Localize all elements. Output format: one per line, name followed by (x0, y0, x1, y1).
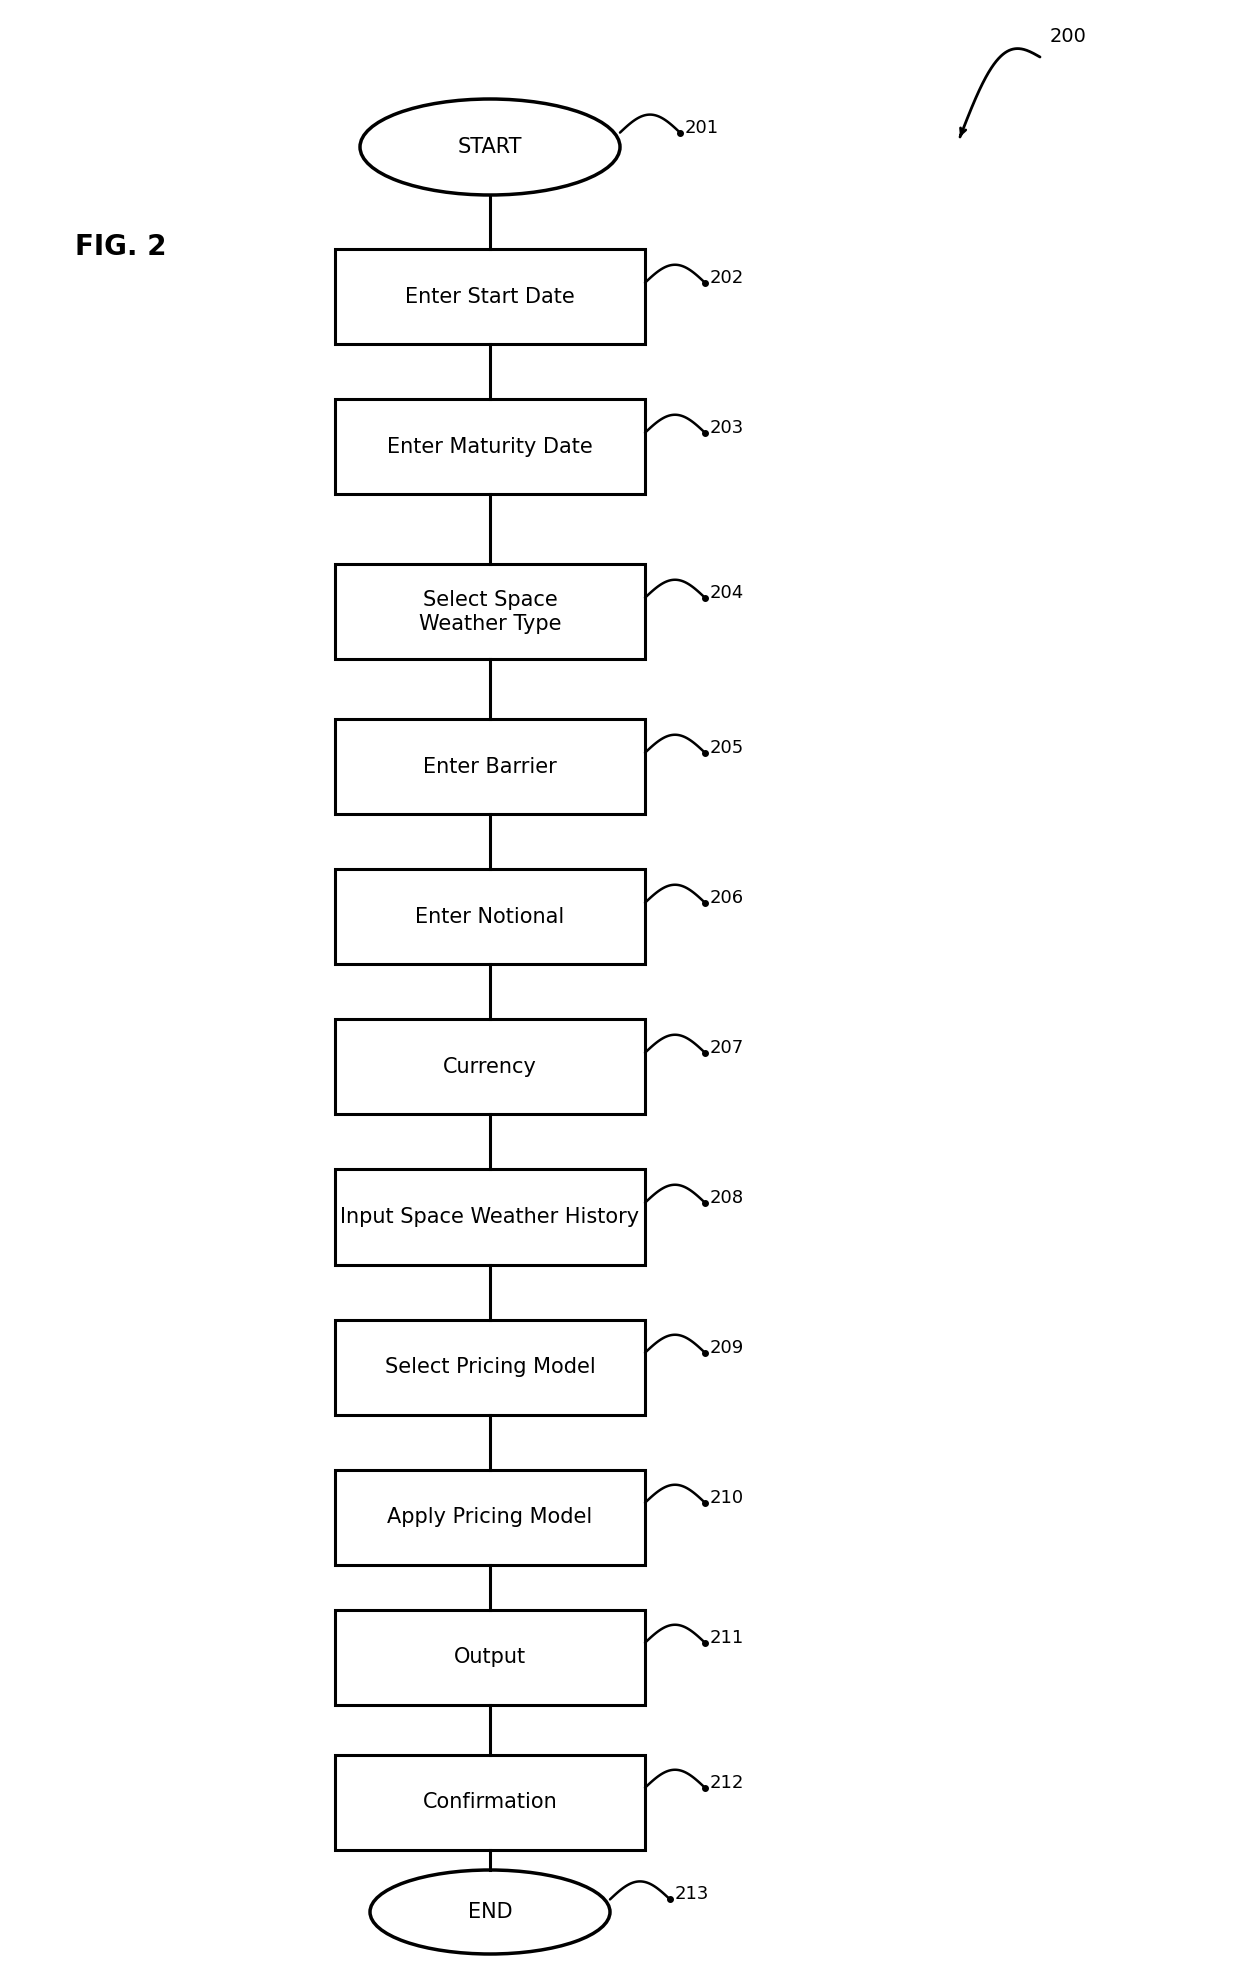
FancyBboxPatch shape (335, 1019, 645, 1115)
Text: 208: 208 (711, 1188, 744, 1206)
Ellipse shape (360, 98, 620, 195)
Text: 207: 207 (711, 1039, 744, 1056)
FancyBboxPatch shape (335, 1469, 645, 1564)
Text: 201: 201 (684, 118, 719, 136)
Text: Select Space
Weather Type: Select Space Weather Type (419, 590, 562, 633)
Text: END: END (467, 1902, 512, 1922)
FancyBboxPatch shape (335, 1320, 645, 1414)
FancyBboxPatch shape (335, 720, 645, 814)
Text: Currency: Currency (443, 1056, 537, 1078)
FancyBboxPatch shape (335, 1609, 645, 1705)
Text: Output: Output (454, 1646, 526, 1666)
Text: 204: 204 (711, 584, 744, 602)
Text: Enter Start Date: Enter Start Date (405, 287, 575, 307)
Text: Enter Notional: Enter Notional (415, 907, 564, 926)
FancyBboxPatch shape (335, 869, 645, 964)
Text: 200: 200 (1050, 28, 1087, 47)
Text: Enter Barrier: Enter Barrier (423, 757, 557, 777)
Ellipse shape (370, 1871, 610, 1953)
Text: 209: 209 (711, 1340, 744, 1357)
FancyBboxPatch shape (335, 399, 645, 494)
Text: 206: 206 (711, 889, 744, 907)
Text: Confirmation: Confirmation (423, 1792, 557, 1812)
Text: START: START (458, 138, 522, 157)
Text: Select Pricing Model: Select Pricing Model (384, 1357, 595, 1377)
FancyBboxPatch shape (335, 250, 645, 344)
Text: Enter Maturity Date: Enter Maturity Date (387, 437, 593, 456)
Text: 213: 213 (675, 1886, 709, 1904)
Text: Input Space Weather History: Input Space Weather History (341, 1208, 640, 1227)
Text: 211: 211 (711, 1629, 744, 1646)
FancyBboxPatch shape (335, 1170, 645, 1265)
Text: Apply Pricing Model: Apply Pricing Model (387, 1507, 593, 1526)
Text: 212: 212 (711, 1774, 744, 1792)
Text: FIG. 2: FIG. 2 (74, 232, 166, 262)
Text: 210: 210 (711, 1489, 744, 1507)
FancyBboxPatch shape (335, 565, 645, 659)
Text: 202: 202 (711, 269, 744, 287)
FancyBboxPatch shape (335, 1755, 645, 1849)
Text: 205: 205 (711, 740, 744, 757)
Text: 203: 203 (711, 419, 744, 437)
